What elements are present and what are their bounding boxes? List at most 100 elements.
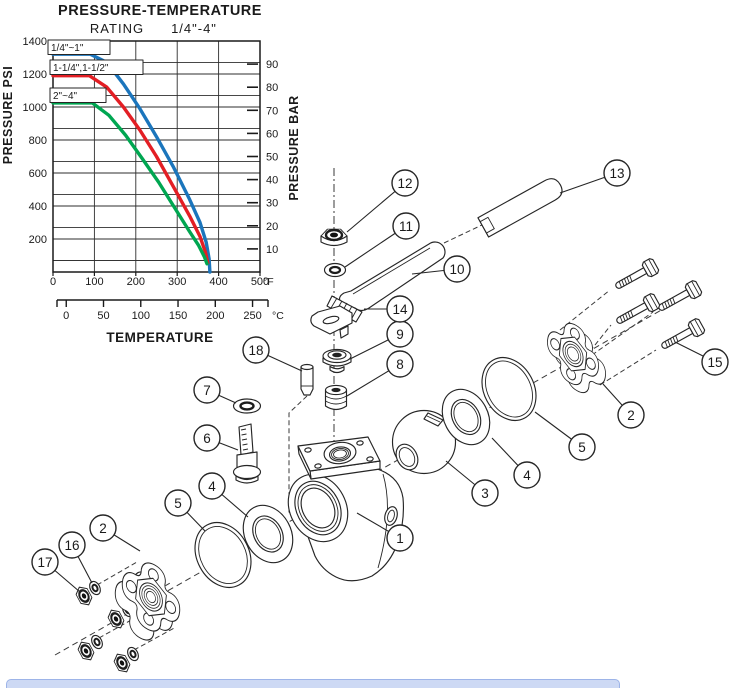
svg-text:1000: 1000 — [23, 102, 47, 114]
end-cap-right-part — [544, 310, 609, 406]
svg-text:18: 18 — [248, 343, 263, 358]
callout-14: 14 — [364, 295, 414, 323]
svg-text:50: 50 — [266, 152, 278, 164]
svg-text:250: 250 — [243, 310, 261, 322]
svg-text:1400: 1400 — [23, 36, 47, 48]
legend-label: 1/4"~1" — [51, 43, 84, 54]
svg-text:3: 3 — [481, 486, 489, 501]
svg-text:16: 16 — [64, 538, 79, 553]
valve-body-part — [287, 436, 405, 582]
gland-part — [322, 348, 352, 374]
svg-text:6: 6 — [203, 431, 211, 446]
svg-text:10: 10 — [266, 244, 278, 256]
callout-3: 3 — [445, 460, 499, 507]
celsius-unit-label: °C — [272, 310, 284, 322]
callout-5: 5 — [534, 411, 596, 461]
svg-text:2: 2 — [627, 408, 635, 423]
svg-text:80: 80 — [266, 82, 278, 94]
curve-series-1 — [51, 74, 210, 265]
stem-washer-part — [323, 262, 347, 278]
legend-label: 1-1/4",1-1/2" — [53, 63, 109, 74]
svg-text:15: 15 — [707, 355, 722, 370]
ball-part — [391, 409, 457, 475]
svg-text:2: 2 — [99, 521, 107, 536]
svg-text:200: 200 — [29, 234, 47, 246]
svg-text:4: 4 — [523, 468, 531, 483]
svg-text:10: 10 — [449, 262, 464, 277]
chart-subtitle-size: 1/4"-4" — [171, 21, 217, 36]
callout-2: 2 — [89, 514, 141, 552]
svg-text:11: 11 — [399, 219, 413, 234]
gasket-left-part — [194, 522, 252, 588]
svg-text:300: 300 — [168, 276, 186, 288]
end-cap-left-part — [111, 549, 184, 654]
bolt-part — [657, 316, 707, 355]
stem-part — [232, 423, 262, 484]
callout-11: 11 — [344, 212, 420, 268]
svg-text:7: 7 — [203, 383, 211, 398]
svg-text:100: 100 — [85, 276, 103, 288]
svg-text:5: 5 — [578, 440, 586, 455]
y-axis-right-label: PRESSURE BAR — [287, 95, 301, 200]
bolt-part — [654, 278, 704, 317]
callout-7: 7 — [193, 376, 237, 404]
bolt-part — [612, 291, 662, 330]
svg-text:150: 150 — [169, 310, 187, 322]
callout-2: 2 — [602, 383, 645, 429]
svg-text:5: 5 — [174, 496, 182, 511]
svg-text:400: 400 — [209, 276, 227, 288]
callout-4: 4 — [198, 472, 249, 518]
fahrenheit-unit-label: °F — [263, 276, 274, 288]
legend-box-small-sizes: 1/4"~1" — [47, 39, 111, 55]
svg-text:8: 8 — [396, 357, 404, 372]
chart-title: PRESSURE-TEMPERATURE — [58, 3, 262, 19]
svg-text:17: 17 — [37, 555, 52, 570]
curve-series-2 — [51, 101, 209, 266]
callout-1: 1 — [356, 512, 414, 552]
svg-text:30: 30 — [266, 198, 278, 210]
svg-text:20: 20 — [266, 221, 278, 233]
bolt-set — [611, 256, 707, 355]
gasket-right-part — [481, 357, 537, 421]
svg-text:90: 90 — [266, 59, 278, 71]
svg-text:13: 13 — [609, 166, 624, 181]
svg-text:200: 200 — [127, 276, 145, 288]
chart-tick-labels: 2004006008001000120014001020304050607080… — [23, 36, 279, 322]
stem-nut-part — [320, 228, 348, 247]
svg-text:40: 40 — [266, 175, 278, 187]
callout-16: 16 — [58, 531, 93, 584]
x-axis-label: TEMPERATURE — [106, 330, 213, 345]
svg-text:1200: 1200 — [23, 69, 47, 81]
packing-part — [324, 384, 348, 411]
callout-13: 13 — [559, 159, 631, 194]
legend-box-large-sizes: 2"~4" — [49, 87, 107, 103]
seat-right-part — [441, 388, 491, 446]
chart-subtitle-rating: RATING — [90, 21, 144, 36]
svg-text:600: 600 — [29, 168, 47, 180]
legend-label: 2"~4" — [53, 91, 78, 102]
svg-text:1: 1 — [396, 531, 404, 546]
handle-sleeve-part — [477, 178, 563, 238]
callout-9: 9 — [349, 320, 414, 360]
y-axis-left-label: PRESSURE PSI — [1, 66, 15, 164]
callout-18: 18 — [242, 336, 303, 372]
seat-left-part — [242, 504, 294, 564]
svg-text:400: 400 — [29, 201, 47, 213]
celsius-ruler — [56, 299, 269, 307]
svg-text:200: 200 — [206, 310, 224, 322]
callout-17: 17 — [31, 548, 81, 593]
svg-text:70: 70 — [266, 105, 278, 117]
legend-box-mid-sizes: 1-1/4",1-1/2" — [49, 59, 144, 75]
svg-text:60: 60 — [266, 128, 278, 140]
svg-text:14: 14 — [392, 302, 408, 317]
callout-4: 4 — [491, 437, 541, 489]
thrust-washer-part — [232, 398, 262, 414]
callout-15: 15 — [674, 341, 729, 376]
svg-text:4: 4 — [208, 479, 216, 494]
handle-lever-part — [310, 241, 446, 339]
lever-base-plate-part — [310, 305, 353, 339]
svg-text:12: 12 — [397, 176, 412, 191]
pin-part — [300, 363, 314, 396]
